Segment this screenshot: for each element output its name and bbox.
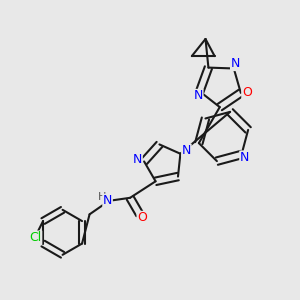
Text: O: O: [242, 86, 252, 99]
Text: N: N: [103, 194, 112, 207]
Text: N: N: [182, 144, 191, 157]
Text: N: N: [240, 151, 249, 164]
Text: N: N: [194, 89, 203, 103]
Text: N: N: [133, 154, 142, 166]
Text: H: H: [98, 192, 106, 202]
Text: N: N: [231, 58, 240, 70]
Text: Cl: Cl: [29, 231, 42, 244]
Text: O: O: [137, 212, 147, 224]
